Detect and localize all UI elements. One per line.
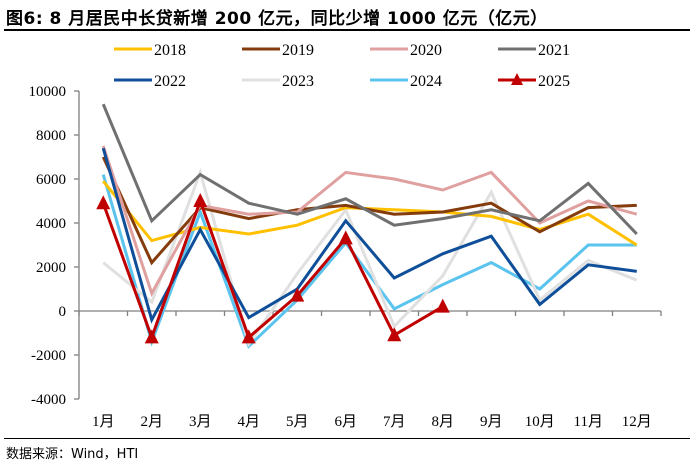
data-point-2025 (435, 298, 450, 313)
series-2023 (102, 167, 638, 348)
legend-label: 2025 (538, 73, 570, 90)
series-line-2023 (102, 167, 638, 348)
legend-item-2024: 2024 (370, 73, 442, 90)
y-tick-label: 4000 (36, 216, 66, 232)
data-point-2025 (387, 327, 402, 342)
x-tick-label: 5月 (286, 414, 309, 430)
y-tick-label: 6000 (36, 172, 66, 188)
x-tick-label: 2月 (140, 414, 163, 430)
y-tick-label: -2000 (31, 348, 66, 364)
series-2021 (101, 103, 638, 236)
legend-label: 2019 (282, 42, 314, 59)
chart-series (96, 103, 638, 349)
y-tick-label: 0 (59, 304, 67, 320)
series-line-2024 (101, 174, 637, 349)
legend-item-2019: 2019 (242, 42, 314, 59)
legend-label: 2023 (282, 73, 314, 90)
series-2022 (101, 147, 637, 324)
legend-item-2020: 2020 (370, 42, 442, 59)
series-line-2019 (101, 156, 637, 266)
series-line-2022 (101, 147, 637, 324)
data-point-2025 (144, 329, 159, 344)
legend-label: 2022 (154, 73, 186, 90)
legend-item-2022: 2022 (114, 73, 186, 90)
legend-label: 2024 (410, 73, 442, 90)
x-tick-label: 1月 (92, 414, 115, 430)
x-tick-label: 6月 (334, 414, 357, 430)
title-divider (4, 29, 690, 31)
legend-label: 2020 (410, 42, 442, 59)
chart-legend: 2018 2019 2020 2021 2022 2023 2024 2025 (114, 42, 570, 90)
legend-item-2023: 2023 (242, 73, 314, 90)
footer-divider (4, 438, 690, 439)
series-2025 (96, 193, 450, 344)
x-tick-label: 12月 (622, 414, 652, 430)
line-chart: 2018 2019 2020 2021 2022 2023 2024 2025 10000 80… (29, 42, 662, 430)
data-point-2025 (96, 195, 111, 210)
x-tick-label: 3月 (189, 414, 212, 430)
legend-label: 2021 (538, 42, 570, 59)
x-tick-label: 7月 (383, 414, 406, 430)
legend-item-2018: 2018 (114, 42, 186, 59)
y-tick-label: 10000 (29, 84, 67, 100)
x-tick-label: 10月 (525, 414, 555, 430)
series-2024 (101, 174, 637, 349)
y-tick-label: 8000 (36, 128, 66, 144)
data-point-2025 (241, 329, 256, 344)
data-point-2025 (193, 193, 208, 207)
legend-label: 2018 (154, 42, 186, 59)
chart-title: 图6: 8 月居民中长贷新增 200 亿元，同比少增 1000 亿元（亿元） (6, 9, 548, 29)
data-point-2025 (338, 230, 353, 245)
x-tick-label: 11月 (574, 414, 603, 430)
y-tick-label: 2000 (36, 260, 66, 276)
y-tick-label: -4000 (31, 392, 66, 408)
data-source-note: 数据来源：Wind，HTI (6, 447, 139, 462)
series-2019 (101, 156, 637, 266)
x-tick-label: 9月 (480, 414, 503, 430)
data-point-2025 (290, 287, 305, 302)
chart-axes: 10000 8000 6000 4000 2000 0 -2000 -4000 1月 2月 3月 4月… (29, 84, 662, 430)
x-tick-label: 8月 (431, 414, 454, 430)
legend-item-2021: 2021 (498, 42, 570, 59)
series-line-2025 (101, 196, 444, 342)
x-tick-label: 4月 (237, 414, 260, 430)
series-line-2021 (101, 103, 638, 236)
legend-marker-triangle-icon (511, 73, 523, 85)
legend-item-2025: 2025 (498, 73, 570, 90)
